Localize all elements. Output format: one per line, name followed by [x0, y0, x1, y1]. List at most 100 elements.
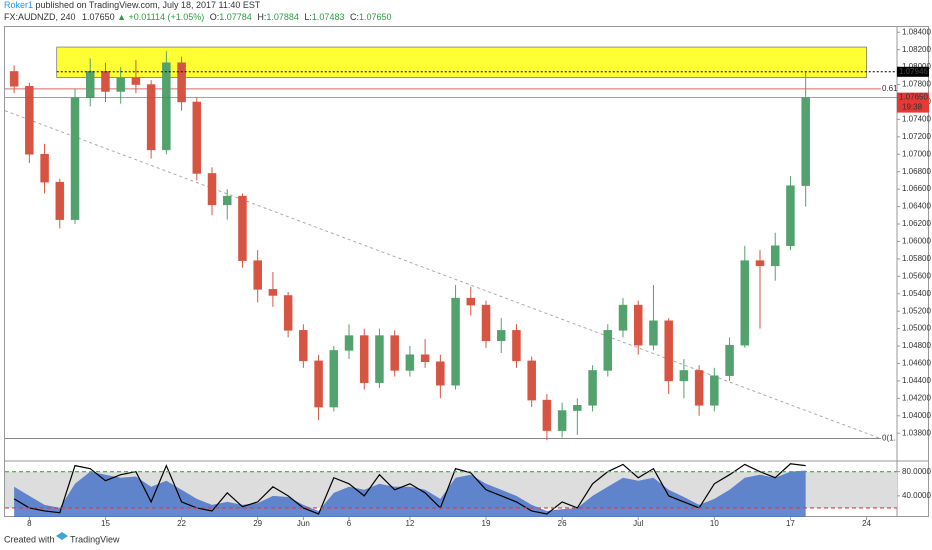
candle-body	[649, 320, 658, 346]
y-tick-label: 1.06400	[902, 202, 931, 211]
candle-body	[116, 77, 125, 92]
y-tick-label: 1.05200	[902, 306, 931, 315]
candle-body	[405, 354, 415, 371]
ohlc-value: 1.07784	[219, 12, 252, 22]
area	[14, 470, 806, 517]
candle-body	[375, 335, 384, 383]
price: 1.07650	[82, 12, 115, 22]
y-tick-label: 1.07200	[902, 132, 931, 141]
x-tick-label: 15	[101, 519, 110, 528]
fib-label: 0(1.	[882, 434, 896, 443]
y-tick-label: 40.0000	[902, 491, 931, 500]
y-tick-label: 1.07800	[902, 80, 931, 89]
candle-body	[618, 304, 628, 331]
last-price-label: 1.07650	[899, 93, 928, 102]
author: Roker1	[4, 0, 33, 10]
x-tick-label: 19	[482, 519, 491, 528]
candle-body	[588, 370, 597, 406]
candle-body	[9, 71, 19, 87]
candle-body	[557, 410, 567, 431]
y-tick-label: 1.07000	[902, 149, 931, 158]
ohlc-key: O:	[210, 12, 220, 22]
change: ▲ +0.01114 (+1.05%)	[117, 12, 204, 22]
candle-body	[436, 361, 445, 386]
candle-body	[55, 181, 65, 220]
candle-body	[542, 399, 552, 431]
candle-body	[40, 154, 49, 183]
candle-body	[85, 71, 95, 98]
x-tick-label: 12	[405, 519, 414, 528]
candle-body	[740, 260, 750, 346]
x-tick-label: 29	[253, 519, 262, 528]
x-tick-label: 8	[27, 519, 32, 528]
candle-body	[633, 304, 643, 346]
candle-body	[725, 344, 734, 376]
candle-body	[359, 335, 369, 383]
x-tick-label: 17	[786, 519, 795, 528]
y-tick-label: 1.05800	[902, 254, 931, 263]
ohlc-value: 1.07483	[312, 12, 345, 22]
candle-body	[603, 330, 613, 371]
candle-body	[512, 330, 521, 362]
x-tick-label: 26	[558, 519, 567, 528]
x-tick-label: 6	[347, 519, 352, 528]
candle-body	[451, 297, 460, 386]
y-tick-label: 1.06800	[902, 167, 931, 176]
y-tick-label: 1.06000	[902, 237, 931, 246]
y-tick-label: 1.06200	[902, 219, 931, 228]
candle-body	[679, 370, 689, 382]
x-tick-label: Jun	[297, 519, 310, 528]
header-line: Roker1 published on TradingView.com, Jul…	[4, 0, 261, 10]
x-tick-label: Jul	[633, 519, 643, 528]
candle-body	[710, 375, 719, 406]
candle-body	[299, 330, 308, 362]
candle-body	[344, 335, 354, 351]
symbol: FX:AUDNZD, 240	[4, 12, 76, 22]
y-tick-label: 1.05000	[902, 324, 931, 333]
candle-body	[162, 62, 171, 151]
x-tick-label: 10	[710, 519, 719, 528]
y-tick-label: 80.0000	[902, 467, 931, 476]
y-tick-label: 1.04200	[902, 393, 931, 402]
y-tick-label: 1.08400	[902, 27, 931, 36]
candle-body	[664, 320, 673, 382]
candle-body	[801, 97, 810, 186]
y-tick-label: 1.04000	[902, 411, 931, 420]
symbol-line: FX:AUDNZD, 240 1.07650 ▲ +0.01114 (+1.05…	[4, 12, 392, 22]
candle-body	[786, 185, 795, 247]
ohlc-key: H:	[257, 12, 266, 22]
candle-body	[527, 360, 536, 401]
candle-body	[131, 77, 141, 85]
y-tick-label: 1.08000	[902, 62, 931, 71]
frame	[4, 26, 929, 517]
candle-body	[268, 289, 278, 296]
candle-body	[222, 195, 232, 206]
candle-body	[283, 295, 293, 331]
ohlc-key: L:	[304, 12, 312, 22]
candle-body	[238, 195, 247, 261]
candle-body	[70, 97, 80, 220]
x-tick-label: 24	[862, 519, 871, 528]
candle-body	[207, 173, 217, 206]
candle-body	[770, 245, 780, 267]
ohlc-value: 1.07650	[359, 12, 392, 22]
candle-body	[390, 335, 399, 371]
y-tick-label: 1.05600	[902, 271, 931, 280]
candle-body	[314, 360, 323, 408]
footer-created: Created with	[4, 534, 55, 544]
candle-body	[755, 260, 765, 267]
candle-body	[25, 86, 34, 155]
level-label: 1.07946	[899, 67, 928, 76]
candle-body	[466, 297, 476, 306]
candle-body	[253, 260, 262, 290]
y-tick-label: 1.07400	[902, 115, 931, 124]
logo	[56, 532, 68, 540]
ohlc-value: 1.07884	[266, 12, 299, 22]
candle-body	[694, 370, 704, 406]
x-tick-label: 22	[177, 519, 186, 528]
candle-body	[329, 350, 339, 408]
y-tick-label: 1.04400	[902, 376, 931, 385]
last-price-time: 19:38	[902, 103, 923, 112]
published: published on TradingView.com, July 18, 2…	[36, 0, 261, 10]
